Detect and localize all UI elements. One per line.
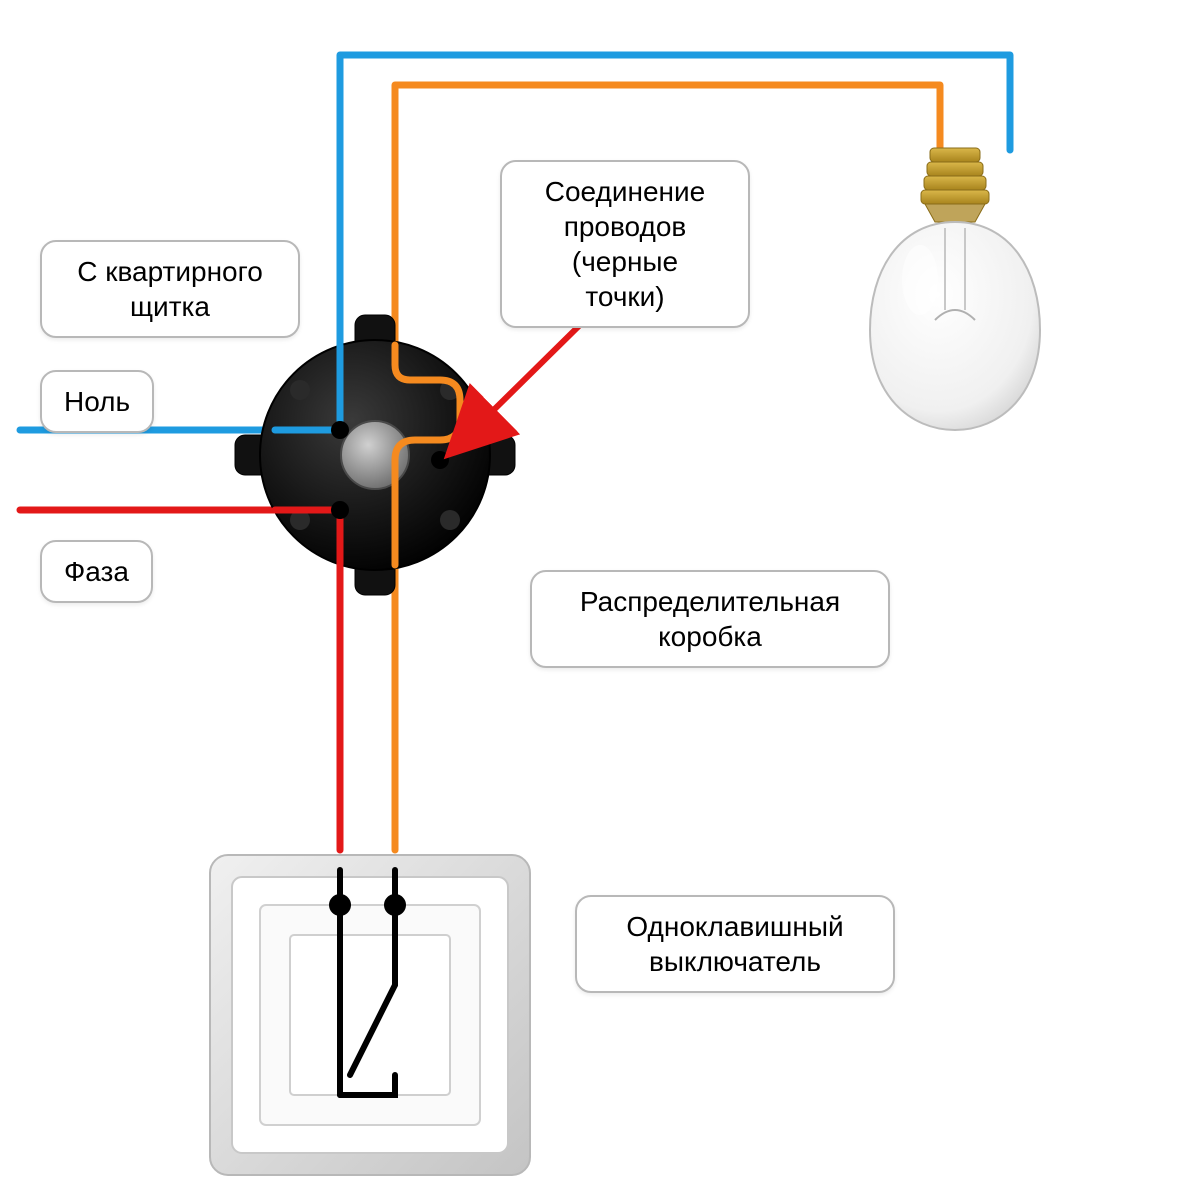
wall-switch xyxy=(210,855,530,1175)
label-junction-box-text: Распределительнаякоробка xyxy=(580,586,840,652)
label-switch-text: Одноклавишныйвыключатель xyxy=(626,911,843,977)
label-wire-connection-text: Соединениепроводов(черныеточки) xyxy=(545,176,705,312)
label-junction-box: Распределительнаякоробка xyxy=(530,570,890,668)
callout-arrow xyxy=(448,320,585,455)
label-phase-text: Фаза xyxy=(64,556,129,587)
label-neutral: Ноль xyxy=(40,370,154,433)
label-switch: Одноклавишныйвыключатель xyxy=(575,895,895,993)
label-neutral-text: Ноль xyxy=(64,386,130,417)
label-from-panel-text: С квартирногощитка xyxy=(77,256,263,322)
light-bulb xyxy=(870,148,1040,430)
label-wire-connection: Соединениепроводов(черныеточки) xyxy=(500,160,750,328)
label-from-panel: С квартирногощитка xyxy=(40,240,300,338)
label-phase: Фаза xyxy=(40,540,153,603)
junction-box xyxy=(235,315,515,595)
